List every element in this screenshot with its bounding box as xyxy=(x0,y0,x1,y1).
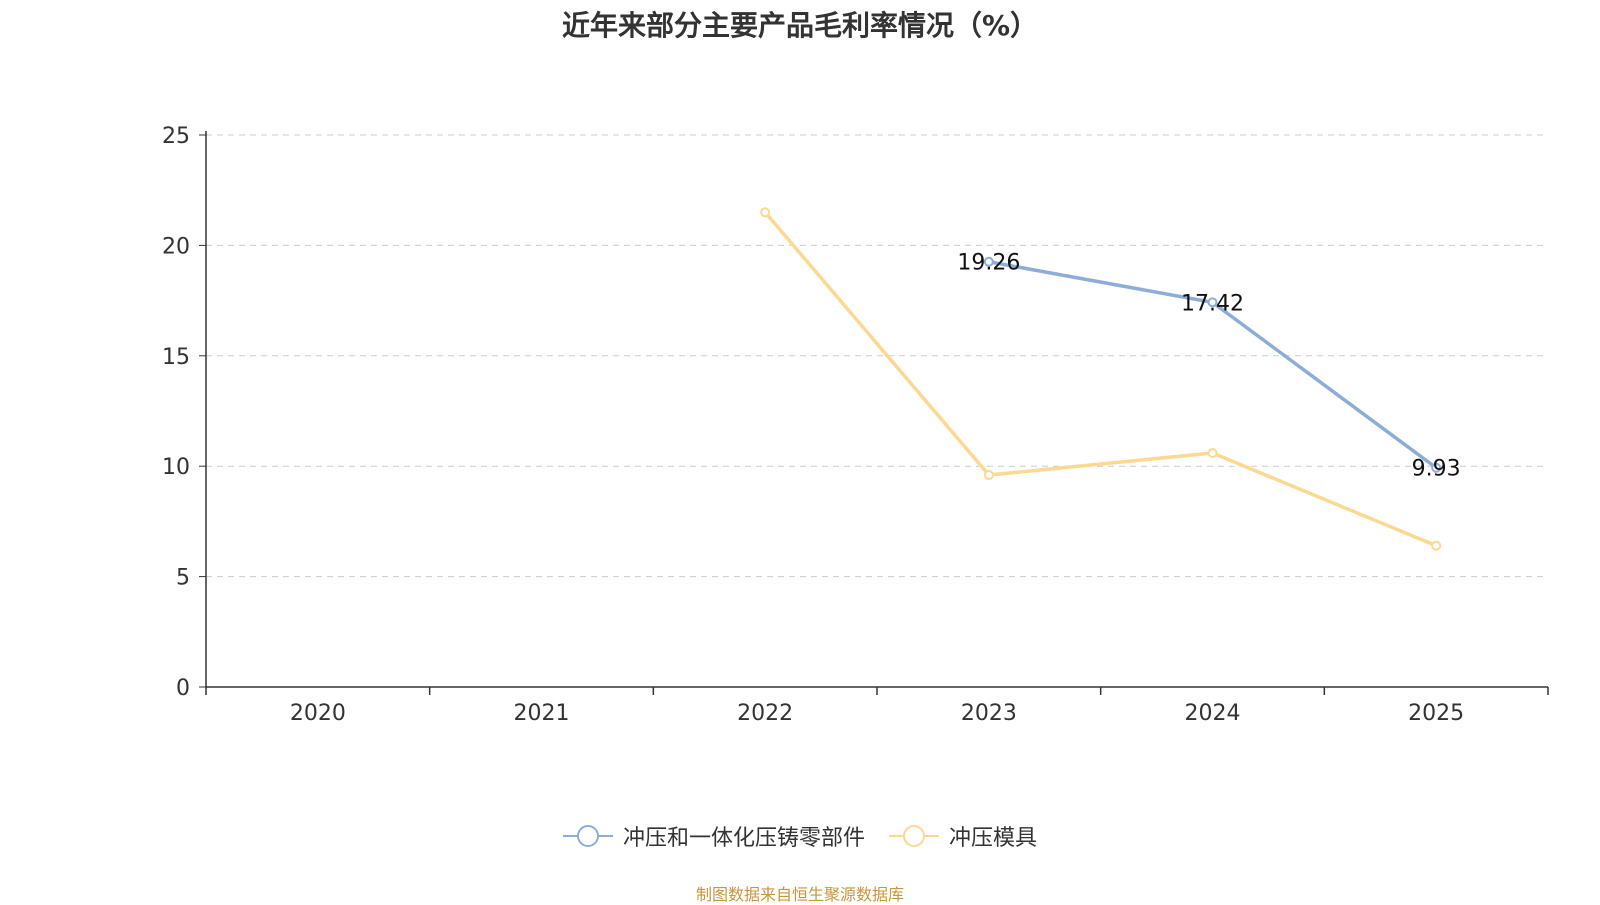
series-lines xyxy=(760,207,1442,551)
x-tick-label: 2022 xyxy=(737,701,793,726)
y-tick-label: 10 xyxy=(162,455,190,480)
series-line-2 xyxy=(763,211,1437,548)
data-point xyxy=(1207,447,1218,458)
legend-marker-icon xyxy=(889,825,939,847)
x-tick-label: 2020 xyxy=(290,701,346,726)
data-point xyxy=(1431,540,1442,551)
legend-marker-icon xyxy=(562,825,613,847)
legend-label: 冲压模具 xyxy=(949,826,1038,851)
data-point xyxy=(983,256,994,267)
y-tick-label: 15 xyxy=(162,345,190,370)
data-point xyxy=(1207,297,1218,308)
legend-item-series-2[interactable]: 冲压模具 xyxy=(889,820,1037,852)
y-tick-label: 0 xyxy=(176,676,190,701)
legend: 冲压和一体化压铸零部件 冲压模具 xyxy=(0,820,1600,852)
data-labels: 19.26 17.42 9.93 xyxy=(957,251,1460,482)
legend-item-series-1[interactable]: 冲压和一体化压铸零部件 xyxy=(562,820,865,852)
data-label: 19.26 xyxy=(957,251,1020,276)
y-tick-label: 25 xyxy=(162,124,190,149)
y-tick-label: 5 xyxy=(176,566,190,591)
data-point xyxy=(983,470,994,481)
x-tick-label: 2023 xyxy=(961,701,1017,726)
data-label: 17.42 xyxy=(1181,291,1244,316)
source-note: 制图数据来自恒生聚源数据库 xyxy=(695,885,904,904)
x-tick-label: 2021 xyxy=(514,701,570,726)
data-point xyxy=(760,207,771,218)
chart-title: 近年来部分主要产品毛利率情况（%） xyxy=(561,9,1039,42)
y-tick-label: 20 xyxy=(162,234,190,259)
x-tick-label: 2024 xyxy=(1185,701,1241,726)
legend-label: 冲压和一体化压铸零部件 xyxy=(622,826,865,851)
data-label: 9.93 xyxy=(1412,457,1461,482)
x-tick-label: 2025 xyxy=(1408,701,1464,726)
grid-lines xyxy=(206,134,1548,578)
data-point xyxy=(1431,462,1442,473)
